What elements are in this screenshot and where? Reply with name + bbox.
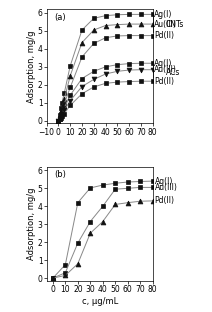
Text: Au(III): Au(III) — [155, 183, 177, 192]
Y-axis label: Adsorption, mg/g: Adsorption, mg/g — [27, 30, 36, 103]
Text: (a): (a) — [54, 13, 66, 22]
Text: Au(III): Au(III) — [154, 20, 177, 29]
Text: Pd(II): Pd(II) — [155, 196, 174, 205]
Text: Au(III): Au(III) — [154, 65, 177, 74]
Text: Ag(I): Ag(I) — [155, 177, 173, 186]
Text: ACs: ACs — [166, 68, 180, 77]
Text: Pd(II): Pd(II) — [154, 31, 174, 40]
X-axis label: c, μg/mL: c, μg/mL — [82, 297, 118, 306]
Text: Ag(I): Ag(I) — [154, 10, 173, 19]
Text: Pd(II): Pd(II) — [154, 77, 174, 86]
Text: CNTs: CNTs — [166, 21, 184, 30]
Text: (b): (b) — [54, 170, 66, 179]
Text: Ag(I): Ag(I) — [154, 59, 173, 68]
Y-axis label: Adsorption, mg/g: Adsorption, mg/g — [27, 188, 36, 260]
